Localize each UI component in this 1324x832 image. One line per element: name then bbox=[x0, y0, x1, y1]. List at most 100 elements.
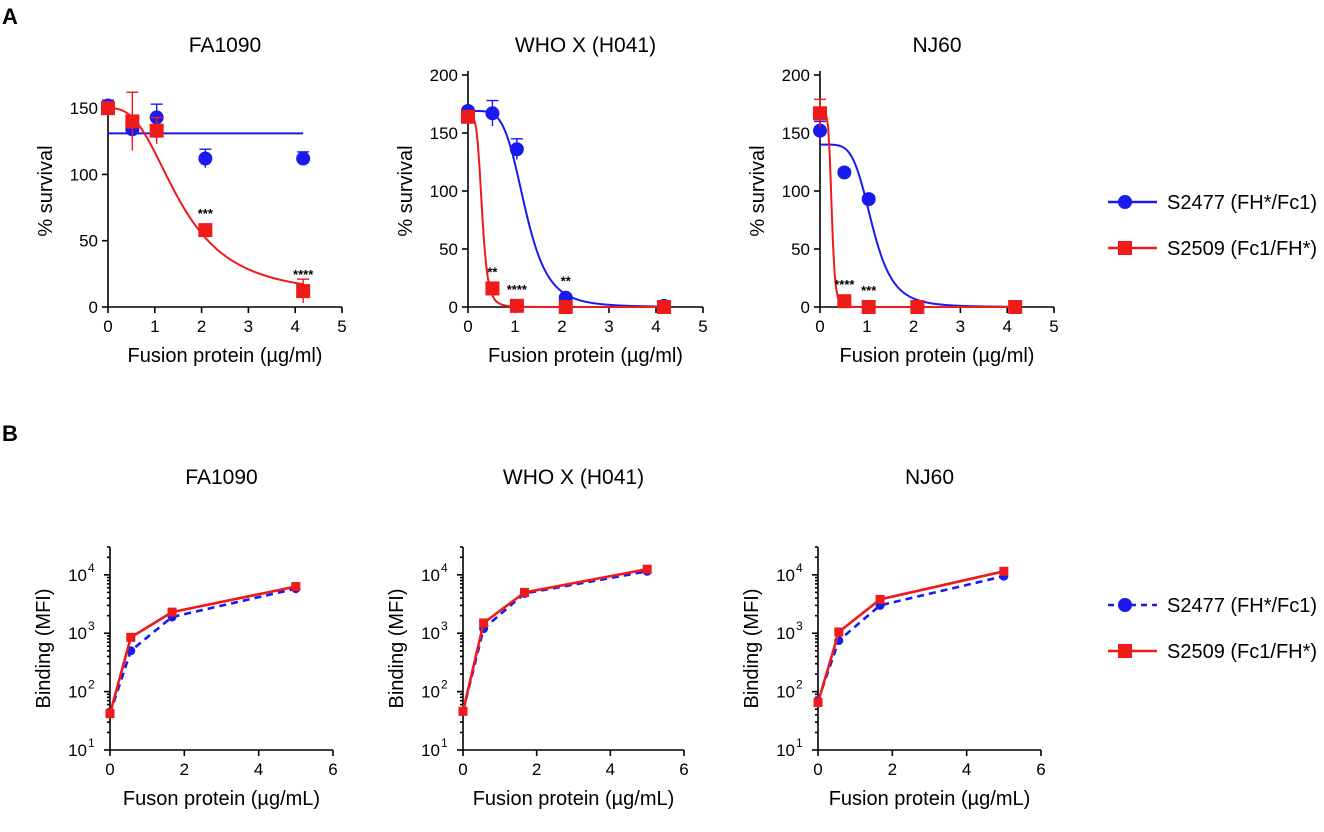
series-line bbox=[108, 585, 297, 714]
y-tick-label: 50 bbox=[79, 232, 98, 251]
data-point bbox=[485, 106, 500, 121]
legend-marker bbox=[1118, 241, 1132, 255]
x-tick-label: 0 bbox=[813, 760, 822, 779]
x-tick-label: 4 bbox=[254, 760, 263, 779]
x-tick-label: 0 bbox=[463, 317, 472, 336]
data-point bbox=[910, 300, 925, 314]
data-point bbox=[126, 632, 136, 642]
data-point bbox=[198, 151, 213, 166]
series-1 bbox=[101, 91, 311, 304]
y-tick-exponent: 3 bbox=[796, 619, 803, 633]
y-tick-label: 200 bbox=[782, 66, 810, 85]
panel-b-letter: B bbox=[2, 421, 18, 446]
x-tick-label: 3 bbox=[604, 317, 613, 336]
x-axis-label: Fusion protein (µg/ml) bbox=[128, 345, 323, 367]
x-tick-label: 4 bbox=[651, 317, 660, 336]
data-point bbox=[520, 587, 530, 597]
y-tick-exponent: 4 bbox=[88, 561, 95, 575]
y-tick-label: 100 bbox=[430, 182, 458, 201]
series-1 bbox=[813, 566, 1009, 708]
y-axis-label: Binding (MFI) bbox=[741, 588, 763, 708]
legend-marker bbox=[1118, 195, 1132, 209]
y-tick-label: 10 bbox=[776, 624, 795, 643]
data-point bbox=[461, 109, 475, 124]
y-tick-label: 10 bbox=[776, 566, 795, 585]
y-tick-exponent: 2 bbox=[441, 678, 448, 692]
y-tick-label: 10 bbox=[776, 741, 795, 760]
legend-label: S2509 (Fc1/FH*) bbox=[1167, 641, 1317, 663]
y-tick-exponent: 4 bbox=[796, 561, 803, 575]
x-tick-label: 6 bbox=[1036, 760, 1045, 779]
x-tick-label: 2 bbox=[197, 317, 206, 336]
chart-title: FA1090 bbox=[189, 34, 261, 57]
x-tick-label: 4 bbox=[606, 760, 615, 779]
series-line bbox=[108, 587, 297, 715]
significance-label: **** bbox=[834, 277, 855, 292]
data-point bbox=[125, 114, 140, 129]
x-tick-label: 3 bbox=[244, 317, 253, 336]
significance-label: ** bbox=[561, 274, 572, 289]
data-point bbox=[509, 298, 524, 313]
chart-title: FA1090 bbox=[185, 466, 257, 489]
legend-entry-1: S2509 (Fc1/FH*) bbox=[1108, 238, 1317, 260]
y-tick-label: 200 bbox=[430, 66, 458, 85]
y-tick-exponent: 3 bbox=[441, 619, 448, 633]
series-line bbox=[461, 570, 648, 712]
significance-label: *** bbox=[861, 283, 877, 298]
y-tick-label: 50 bbox=[439, 240, 458, 259]
x-tick-label: 1 bbox=[862, 317, 871, 336]
data-point bbox=[999, 566, 1009, 576]
data-point bbox=[813, 123, 827, 138]
x-tick-label: 3 bbox=[956, 317, 965, 336]
x-axis-label: Fusion protein (µg/ml) bbox=[488, 345, 683, 367]
fit-curve bbox=[107, 107, 304, 286]
x-axis-label: Fusion protein (µg/ml) bbox=[840, 345, 1035, 367]
x-axis-label: Fuson protein (µg/mL) bbox=[123, 788, 320, 810]
x-tick-label: 0 bbox=[105, 760, 114, 779]
significance-label: ** bbox=[487, 264, 498, 279]
chart-title: WHO X (H041) bbox=[503, 466, 644, 489]
y-tick-label: 10 bbox=[421, 741, 440, 760]
y-tick-label: 50 bbox=[791, 240, 810, 259]
x-axis-label: Fusion protein (µg/mL) bbox=[829, 788, 1031, 810]
data-point bbox=[837, 165, 852, 180]
y-tick-label: 100 bbox=[782, 182, 810, 201]
series-line bbox=[816, 570, 1005, 703]
x-tick-label: 5 bbox=[1049, 317, 1058, 336]
panel-a-letter: A bbox=[2, 4, 18, 29]
data-point bbox=[861, 300, 876, 314]
series-0 bbox=[458, 566, 652, 716]
legend-marker bbox=[1118, 598, 1132, 612]
series-line bbox=[816, 574, 1005, 702]
x-tick-label: 4 bbox=[290, 317, 299, 336]
data-point bbox=[813, 698, 823, 708]
y-tick-label: 10 bbox=[421, 624, 440, 643]
data-point bbox=[296, 151, 311, 166]
y-axis-label: Binding (MFI) bbox=[386, 588, 408, 708]
significance-label: **** bbox=[507, 282, 528, 297]
data-point bbox=[656, 300, 671, 314]
y-tick-label: 10 bbox=[776, 683, 795, 702]
data-point bbox=[149, 123, 164, 138]
x-tick-label: 6 bbox=[328, 760, 337, 779]
series-1 bbox=[458, 564, 652, 716]
y-tick-label: 0 bbox=[449, 298, 458, 317]
data-point bbox=[479, 618, 489, 628]
y-tick-label: 0 bbox=[801, 298, 810, 317]
x-tick-label: 2 bbox=[909, 317, 918, 336]
data-point bbox=[458, 706, 468, 716]
y-tick-label: 10 bbox=[68, 683, 87, 702]
data-point bbox=[837, 294, 852, 309]
y-tick-exponent: 4 bbox=[441, 561, 448, 575]
y-tick-label: 0 bbox=[89, 298, 98, 317]
y-tick-label: 10 bbox=[421, 683, 440, 702]
significance-label: *** bbox=[198, 206, 214, 221]
significance-label: **** bbox=[293, 267, 314, 282]
y-tick-exponent: 2 bbox=[88, 678, 95, 692]
data-point bbox=[291, 582, 301, 592]
